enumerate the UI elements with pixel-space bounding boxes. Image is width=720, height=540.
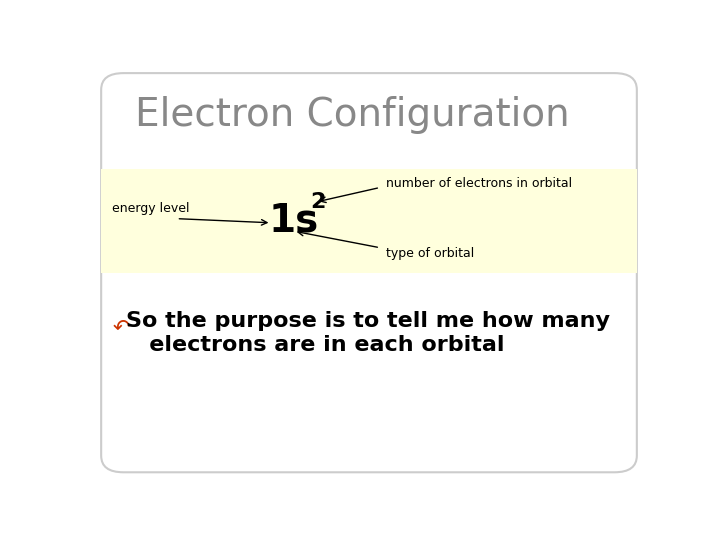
FancyBboxPatch shape [101, 73, 637, 472]
Text: energy level: energy level [112, 202, 190, 215]
Text: So the purpose is to tell me how many: So the purpose is to tell me how many [126, 310, 611, 330]
Text: electrons are in each orbital: electrons are in each orbital [126, 335, 505, 355]
Text: 2: 2 [310, 192, 325, 212]
Text: ↶: ↶ [112, 317, 130, 337]
FancyBboxPatch shape [101, 168, 637, 273]
Text: 1s: 1s [269, 202, 319, 240]
Text: type of orbital: type of orbital [386, 247, 474, 260]
Text: Electron Configuration: Electron Configuration [135, 96, 570, 134]
Text: number of electrons in orbital: number of electrons in orbital [386, 177, 572, 190]
